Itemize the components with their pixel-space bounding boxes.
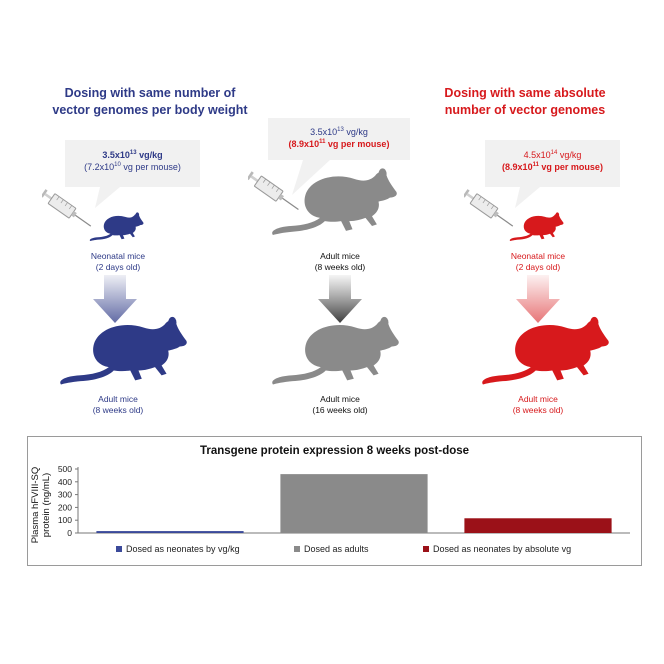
- left-adult-mouse-icon: [56, 306, 188, 392]
- right-adult-mouse-icon: [478, 306, 610, 392]
- right-down-arrow: [516, 275, 560, 323]
- middle-older-adult-mouse-icon: [268, 306, 400, 392]
- left-dose-text: 3.5x1013 vg/kg (7.2x1010 vg per mouse): [84, 150, 181, 172]
- y-tick-label: 400: [58, 477, 72, 487]
- chart-title: Transgene protein expression 8 weeks pos…: [199, 445, 470, 457]
- legend-item-1: Dosed as neonates by vg/kg: [116, 544, 240, 554]
- left-end-caption: Adult mice (8 weeks old): [92, 394, 144, 415]
- legend-item-3: Dosed as neonates by absolute vg: [423, 544, 571, 554]
- legend-swatch-3: [423, 546, 429, 552]
- legend-swatch-2: [294, 546, 300, 552]
- y-tick-label: 300: [58, 490, 72, 500]
- expression-chart-panel: Transgene protein expression 8 weeks pos…: [27, 436, 642, 566]
- right-end-caption: Adult mice (8 weeks old): [512, 394, 564, 415]
- left-start-caption: Neonatal mice (2 days old): [90, 251, 146, 272]
- bar-3: [464, 518, 612, 533]
- y-tick-label: 100: [58, 515, 72, 525]
- expression-bar-chart: 0 100 200 300 400 500 Plasma hFVIII-SQ protein …: [30, 464, 630, 544]
- y-tick-label: 200: [58, 502, 72, 512]
- middle-dose-text: 3.5x1013 vg/kg (8.9x1011 vg per mouse): [288, 127, 390, 149]
- legend-item-2: Dosed as adults: [294, 544, 369, 554]
- middle-down-arrow: [318, 275, 362, 323]
- left-neonatal-mouse-icon: [88, 208, 144, 244]
- y-axis-label-line2: protein (ng/mL): [41, 473, 52, 537]
- left-column-heading: Dosing with same number of vector genome…: [52, 86, 248, 117]
- middle-end-caption: Adult mice (16 weeks old): [312, 394, 368, 415]
- dose-bubbles: [65, 118, 620, 208]
- bar-1: [96, 531, 244, 533]
- middle-dose-bubble: [268, 118, 410, 195]
- right-neonatal-mouse-icon: [508, 208, 564, 244]
- right-column-heading: Dosing with same absolute number of vect…: [444, 86, 606, 117]
- middle-start-caption: Adult mice (8 weeks old): [314, 251, 366, 272]
- right-dose-bubble: [485, 140, 620, 208]
- middle-adult-mouse-icon: [268, 155, 398, 245]
- right-dose-text: 4.5x1014 vg/kg (8.9x1011 vg per mouse): [502, 150, 603, 172]
- bar-2: [280, 474, 428, 533]
- y-axis-label-line1: Plasma hFVIII-SQ: [30, 467, 41, 544]
- left-dose-bubble: [65, 140, 200, 208]
- legend-swatch-1: [116, 546, 122, 552]
- left-down-arrow: [93, 275, 137, 323]
- y-tick-label: 0: [67, 528, 72, 538]
- y-tick-label: 500: [58, 464, 72, 474]
- right-start-caption: Neonatal mice (2 days old): [510, 251, 566, 272]
